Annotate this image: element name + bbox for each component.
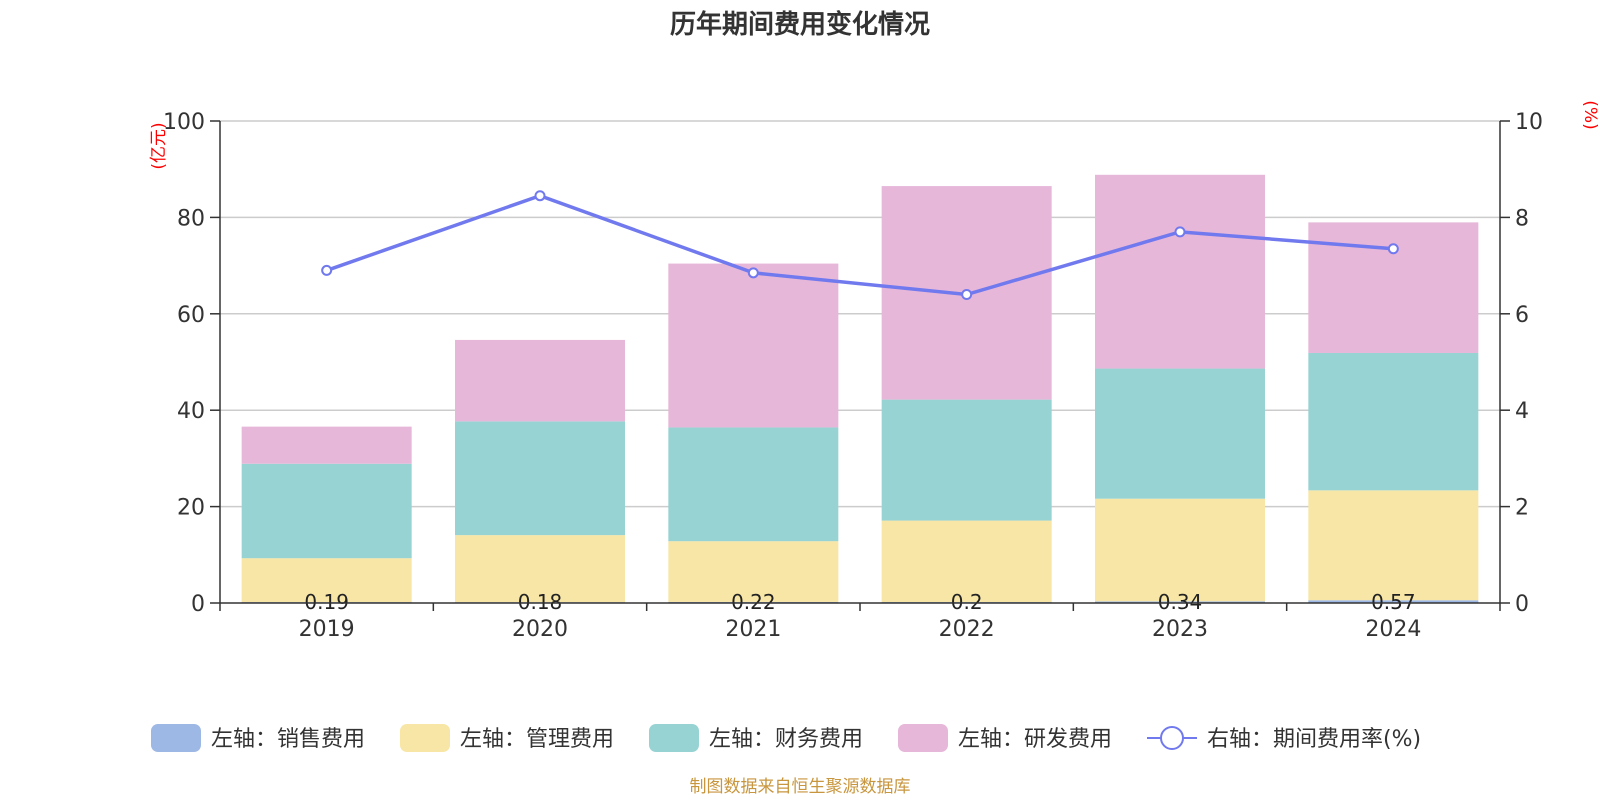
left-tick-label: 80 [177,206,205,231]
bar-segment-3-2023 [1095,174,1265,369]
rate-point [534,190,546,202]
left-tick-label: 100 [163,110,205,135]
bar-segment-3-2020 [455,339,625,422]
left-axis-unit: (亿元) [149,122,169,169]
bar-segment-1-2023 [1095,498,1265,602]
legend-swatch [898,724,948,752]
bar-segment-1-2020 [455,535,625,603]
source-note: 制图数据来自恒生聚源数据库 [690,777,911,797]
bar-segment-2-2024 [1308,352,1479,491]
legend-marker [1160,726,1184,750]
bar-data-label: 0.18 [518,590,563,614]
bar-segment-0-2023 [1095,601,1265,603]
bar-data-label: 0.2 [951,590,983,614]
right-tick-label: 0 [1515,592,1529,617]
chart-title: 历年期间费用变化情况 [670,9,930,40]
right-tick-label: 2 [1515,496,1529,521]
legend-label: 右轴：期间费用率(%) [1207,727,1421,752]
bar-data-label: 0.57 [1371,590,1416,614]
rate-line [326,193,1394,297]
bar-segment-2-2019 [241,463,412,559]
legend-swatch [649,724,699,752]
legend-label: 左轴：销售费用 [211,727,365,752]
bar-segment-3-2019 [241,426,412,464]
legend-label: 左轴：管理费用 [460,727,614,752]
legend-label: 左轴：财务费用 [709,727,863,752]
legend-swatch [400,724,450,752]
rate-point [1387,243,1399,255]
x-tick-label: 2023 [1152,617,1208,642]
right-tick-label: 4 [1515,399,1529,424]
rate-point [321,264,333,276]
bar-segment-3-2024 [1308,222,1479,353]
right-tick-label: 6 [1515,303,1529,328]
left-tick-label: 20 [177,496,205,521]
bar-segment-1-2019 [241,558,412,603]
rate-point [1174,226,1186,238]
x-tick-label: 2022 [939,617,995,642]
bar-segment-2-2022 [881,399,1052,521]
bar-segment-2-2020 [455,421,625,536]
left-tick-label: 0 [191,592,205,617]
x-tick-label: 2020 [512,617,568,642]
bar-segment-3-2021 [668,263,839,428]
x-tick-label: 2019 [299,617,355,642]
bar-segment-1-2024 [1308,490,1479,601]
x-tick-label: 2021 [725,617,781,642]
left-tick-label: 40 [177,399,205,424]
bar-segment-2-2023 [1095,368,1265,499]
bar-data-label: 0.34 [1158,590,1203,614]
x-tick-label: 2024 [1365,617,1421,642]
bar-segment-1-2021 [668,541,839,602]
legend-swatch [151,724,201,752]
rate-point [747,267,759,279]
right-tick-label: 10 [1515,110,1543,135]
right-axis-unit: (%) [1580,100,1600,129]
bar-segment-2-2021 [668,427,839,542]
rate-point [961,289,973,301]
bar-segment-0-2024 [1308,600,1479,603]
legend-label: 左轴：研发费用 [958,727,1112,752]
bar-segment-1-2022 [881,520,1052,603]
bar-data-label: 0.19 [304,590,349,614]
left-tick-label: 60 [177,303,205,328]
bar-data-label: 0.22 [731,590,776,614]
right-tick-label: 8 [1515,206,1529,231]
